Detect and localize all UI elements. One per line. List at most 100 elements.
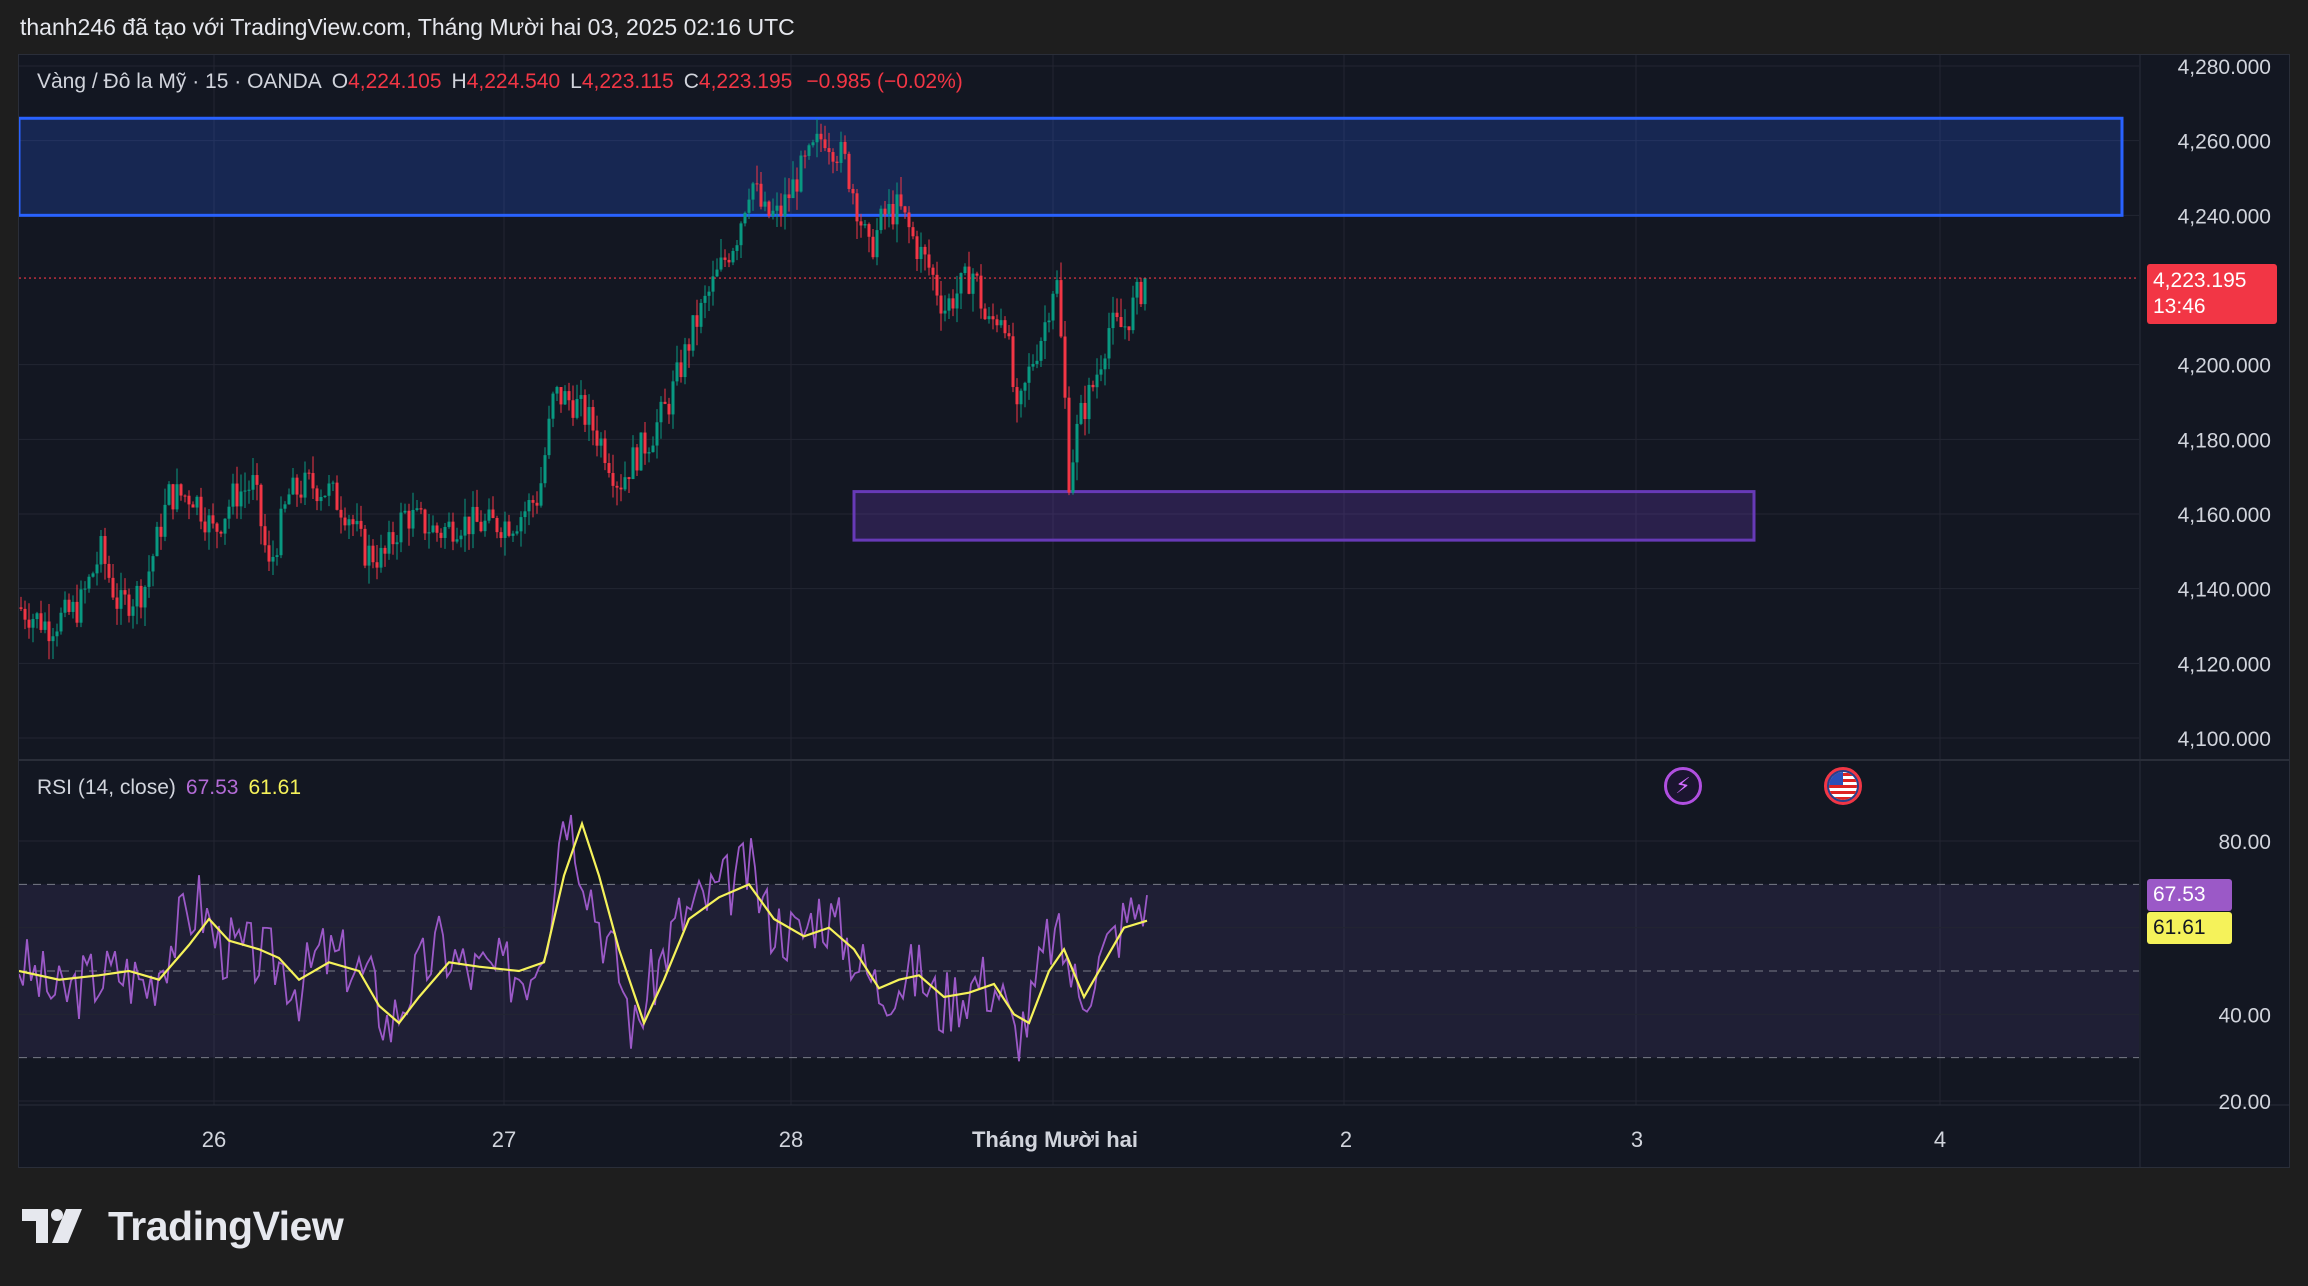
candle-body xyxy=(587,407,591,425)
candle-body xyxy=(227,506,231,519)
candle-body xyxy=(631,447,635,480)
candle-body xyxy=(403,510,407,513)
candle-body xyxy=(347,519,351,526)
candle-body xyxy=(731,250,735,263)
candle-body xyxy=(755,183,759,185)
candle-body xyxy=(831,152,835,162)
candle-body xyxy=(503,521,507,538)
candle-body xyxy=(739,223,743,246)
candle-body xyxy=(107,563,111,578)
chart-attribution: thanh246 đã tạo với TradingView.com, Thá… xyxy=(20,14,795,40)
candle-body xyxy=(303,472,307,498)
candle-body xyxy=(251,475,255,490)
chart-background xyxy=(19,55,2289,1167)
candle-body xyxy=(911,227,915,237)
chart-frame[interactable]: 4,280.000 4,260.000 4,240.000 4,200.000 4,18… xyxy=(18,54,2290,1168)
demand-zone-rectangle[interactable] xyxy=(852,490,1756,542)
candle-body xyxy=(563,391,567,405)
candle-body xyxy=(67,599,71,612)
candle-body xyxy=(991,316,995,320)
candle-body xyxy=(311,473,315,489)
chart-canvas[interactable]: 4,280.000 4,260.000 4,240.000 4,200.000 4,18… xyxy=(19,55,2289,1167)
candle-body xyxy=(871,236,875,258)
candle-body xyxy=(959,273,963,294)
candle-body xyxy=(111,577,115,598)
candle-body xyxy=(1071,462,1075,493)
candle-body xyxy=(507,521,511,536)
candle-body xyxy=(975,273,979,276)
candle-body xyxy=(43,621,47,630)
price-axis-tick-label: 4,200.000 xyxy=(2178,355,2271,378)
candle-body xyxy=(951,298,955,309)
candle-body xyxy=(599,438,603,446)
symbol-label[interactable]: Vàng / Đô la Mỹ · 15 · OANDA xyxy=(37,70,322,93)
us-flag-icon xyxy=(1829,772,1857,800)
candle-body xyxy=(411,509,415,529)
rsi-title[interactable]: RSI (14, close) xyxy=(37,776,176,799)
time-axis-label: 28 xyxy=(779,1127,803,1152)
candle-body xyxy=(987,316,991,320)
candle-body xyxy=(267,545,271,562)
candle-body xyxy=(427,532,431,534)
candle-body xyxy=(727,259,731,263)
candle-body xyxy=(1007,333,1011,337)
candle-body xyxy=(743,212,747,224)
candle-body xyxy=(115,597,119,609)
candle-body xyxy=(1103,358,1107,370)
candle-body xyxy=(687,344,691,351)
candle-body xyxy=(855,193,859,222)
candle-body xyxy=(183,495,187,497)
candle-body xyxy=(123,590,127,595)
supply-zone-rectangle[interactable] xyxy=(19,116,2124,217)
candle-body xyxy=(175,484,179,510)
change-value: −0.985 (−0.02%) xyxy=(806,70,963,93)
candle-body xyxy=(1075,423,1079,463)
candle-body xyxy=(887,203,891,215)
rsi-legend: RSI (14, close) 67.53 61.61 xyxy=(37,776,301,800)
tradingview-logo[interactable]: TradingView xyxy=(22,1198,344,1254)
price-axis-tick-label: 4,180.000 xyxy=(2178,429,2271,452)
candle-body xyxy=(1083,402,1087,420)
rsi-ma-line xyxy=(19,820,1148,1026)
candle-body xyxy=(595,430,599,446)
candle-body xyxy=(231,483,235,507)
lightning-event-icon[interactable]: ⚡ xyxy=(1664,767,1702,805)
candle-body xyxy=(579,395,583,399)
low-value: 4,223.115 xyxy=(581,70,674,93)
candle-body xyxy=(495,517,499,533)
candle-body xyxy=(1015,387,1019,405)
candle-body xyxy=(211,515,215,524)
candle-body xyxy=(763,201,767,207)
candle-body xyxy=(1023,382,1027,391)
candle-body xyxy=(359,520,363,529)
price-axis-tick-label: 4,260.000 xyxy=(2178,131,2271,154)
candle-body xyxy=(1139,281,1143,305)
candle-body xyxy=(459,535,463,540)
candle-body xyxy=(191,504,195,508)
us-flag-event-icon[interactable] xyxy=(1824,767,1862,805)
candle-body xyxy=(407,510,411,529)
candle-body xyxy=(1107,328,1111,359)
candle-body xyxy=(867,224,871,237)
candle-body xyxy=(483,520,487,532)
candle-body xyxy=(219,531,223,534)
candle-body xyxy=(619,487,623,490)
candle-body xyxy=(567,391,571,401)
candle-body xyxy=(1119,317,1123,328)
candle-body xyxy=(51,636,55,642)
candle-body xyxy=(583,395,587,425)
candle-body xyxy=(331,482,335,484)
candle-body xyxy=(1111,312,1115,329)
candle-body xyxy=(171,484,175,510)
candle-body xyxy=(451,521,455,542)
candle-body xyxy=(87,576,91,589)
candle-body xyxy=(875,230,879,258)
candle-body xyxy=(447,521,451,527)
candle-body xyxy=(815,133,819,143)
candle-body xyxy=(699,302,703,327)
candle-body xyxy=(751,183,755,200)
candle-body xyxy=(967,266,971,294)
candle-body xyxy=(767,201,771,216)
candle-body xyxy=(659,401,663,423)
candle-body xyxy=(23,608,27,620)
